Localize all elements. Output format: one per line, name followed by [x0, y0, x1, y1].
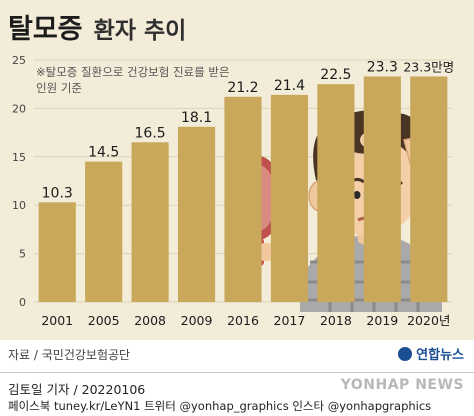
value-label: 10.3 — [42, 185, 73, 201]
title-sub: 환자 추이 — [93, 18, 187, 44]
bar — [85, 161, 123, 302]
yonhap-logo-icon — [398, 346, 413, 361]
bar — [363, 76, 401, 303]
bar — [38, 202, 76, 302]
x-tick-label: 2001 — [41, 313, 73, 328]
value-label: 16.5 — [135, 125, 166, 141]
bar — [410, 76, 448, 303]
y-tick-label: 10 — [12, 199, 26, 212]
value-label: 23.3 — [367, 59, 398, 75]
yonhap-news-watermark: YONHAP NEWS — [340, 377, 464, 393]
x-tick-label: 2009 — [181, 313, 213, 328]
y-tick-label: 0 — [19, 296, 26, 309]
value-label: 18.1 — [181, 110, 212, 126]
x-tick-label: 2019 — [366, 313, 398, 328]
source-text: 자료 / 국민건강보험공단 — [8, 348, 131, 362]
chart-title: 탈모증 환자 추이 — [8, 8, 186, 50]
value-label: 21.2 — [227, 80, 258, 96]
bar — [224, 96, 262, 302]
value-label: 22.5 — [320, 67, 351, 83]
chart-area: 0 5 10 15 20 25 — [0, 0, 474, 340]
x-tick-label: 2018 — [320, 313, 352, 328]
yonhap-logo: 연합뉴스 — [398, 344, 464, 363]
y-tick-label: 20 — [12, 102, 26, 115]
x-tick-label: 2017 — [274, 313, 306, 328]
footer: 김토일 기자 / 20220106 페이스북 tuney.kr/LeYN1 트위… — [0, 372, 474, 416]
value-label: 14.5 — [88, 145, 119, 161]
reporter-credit: 김토일 기자 / 20220106 — [8, 382, 146, 397]
bar — [270, 94, 309, 303]
x-tick-label: 2005 — [88, 313, 120, 328]
x-tick-label: 2008 — [134, 313, 166, 328]
x-tick-label: 2016 — [227, 313, 259, 328]
bar — [177, 126, 216, 303]
title-main: 탈모증 — [8, 14, 83, 45]
value-label: 21.4 — [274, 78, 305, 94]
y-tick-label: 15 — [12, 151, 26, 164]
value-label: 23.3만명 — [403, 59, 454, 74]
bar-chart: 0 5 10 15 20 25 — [12, 54, 454, 328]
bar — [317, 84, 355, 302]
y-tick-label: 5 — [19, 248, 26, 261]
yonhap-logo-text: 연합뉴스 — [416, 348, 464, 363]
sns-accounts: 페이스북 tuney.kr/LeYN1 트위터 @yonhap_graphics… — [8, 399, 432, 413]
x-tick-label: 2020년 — [407, 313, 450, 328]
y-tick-label: 25 — [12, 54, 26, 67]
chart-note: ※탈모증 질환으로 건강보험 진료를 받은 인원 기준 — [36, 65, 230, 95]
bar — [131, 142, 169, 302]
